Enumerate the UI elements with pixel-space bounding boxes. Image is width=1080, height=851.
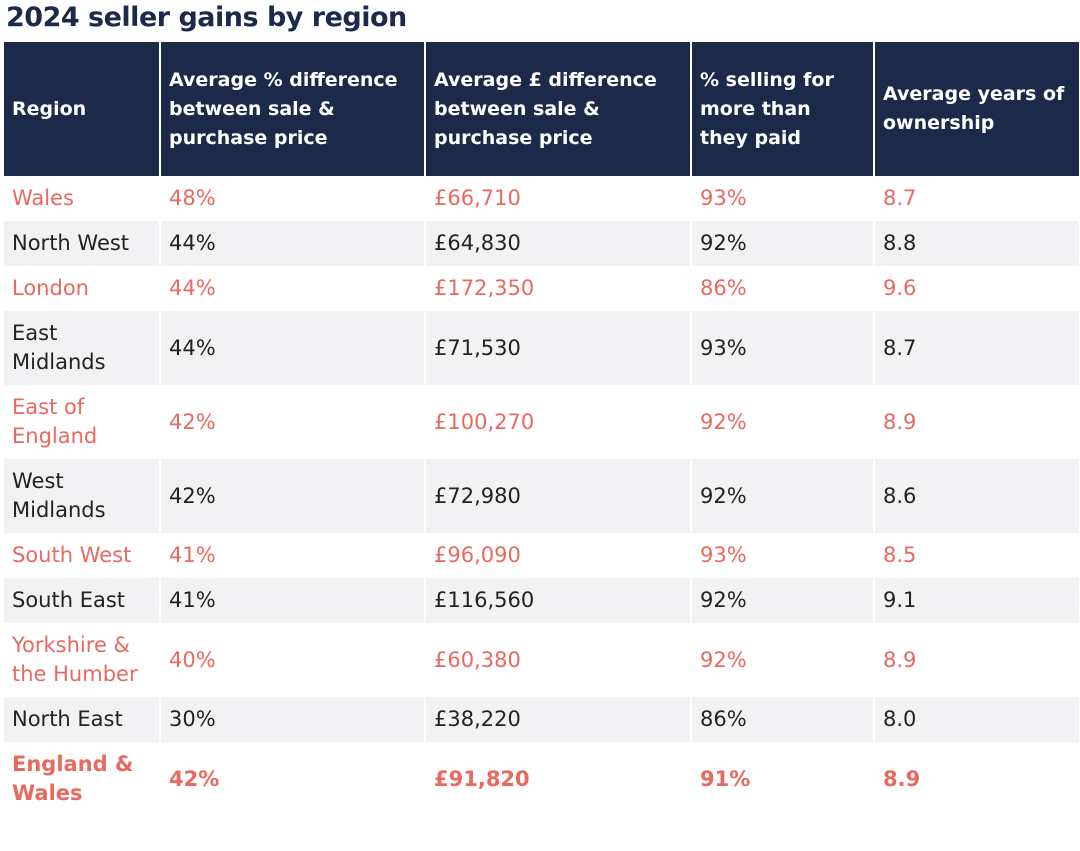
- cell-region: Wales: [4, 176, 161, 221]
- cell-avg-pct-diff: 40%: [160, 623, 426, 697]
- cell-avg-gbp-diff: £72,980: [425, 459, 692, 533]
- cell-avg-gbp-diff: £116,560: [425, 578, 692, 623]
- cell-pct-selling-more: 93%: [691, 176, 875, 221]
- cell-avg-gbp-diff: £38,220: [425, 697, 692, 742]
- cell-avg-pct-diff: 48%: [160, 176, 426, 221]
- cell-avg-years: 9.1: [874, 578, 1079, 623]
- cell-avg-gbp-diff: £71,530: [425, 311, 692, 385]
- table-row: East Midlands 44% £71,530 93% 8.7: [4, 311, 1079, 385]
- table-row: North West 44% £64,830 92% 8.8: [4, 221, 1079, 266]
- cell-avg-pct-diff: 42%: [160, 385, 426, 459]
- table-row: Yorkshire & the Humber 40% £60,380 92% 8…: [4, 623, 1079, 697]
- table-row: North East 30% £38,220 86% 8.0: [4, 697, 1079, 742]
- cell-avg-gbp-diff: £91,820: [425, 742, 692, 816]
- cell-avg-pct-diff: 42%: [160, 459, 426, 533]
- table-row: London 44% £172,350 86% 9.6: [4, 266, 1079, 311]
- cell-pct-selling-more: 92%: [691, 221, 875, 266]
- cell-avg-years: 8.7: [874, 176, 1079, 221]
- cell-pct-selling-more: 86%: [691, 266, 875, 311]
- cell-region: East Midlands: [4, 311, 161, 385]
- cell-avg-gbp-diff: £60,380: [425, 623, 692, 697]
- cell-avg-years: 8.5: [874, 533, 1079, 578]
- cell-region: West Midlands: [4, 459, 161, 533]
- table-row: South East 41% £116,560 92% 9.1: [4, 578, 1079, 623]
- cell-avg-pct-diff: 44%: [160, 221, 426, 266]
- table-row: East of England 42% £100,270 92% 8.9: [4, 385, 1079, 459]
- total-row: England & Wales 42% £91,820 91% 8.9: [4, 742, 1079, 816]
- table-header-row: Region Average % difference between sale…: [4, 42, 1079, 176]
- cell-avg-years: 8.7: [874, 311, 1079, 385]
- cell-pct-selling-more: 86%: [691, 697, 875, 742]
- cell-avg-pct-diff: 44%: [160, 266, 426, 311]
- table-row: Wales 48% £66,710 93% 8.7: [4, 176, 1079, 221]
- cell-region: North East: [4, 697, 161, 742]
- header-pct-selling-more: % selling for more than they paid: [691, 42, 875, 176]
- cell-region: East of England: [4, 385, 161, 459]
- cell-pct-selling-more: 92%: [691, 578, 875, 623]
- cell-region: London: [4, 266, 161, 311]
- cell-region: North West: [4, 221, 161, 266]
- cell-avg-years: 8.6: [874, 459, 1079, 533]
- cell-avg-years: 8.0: [874, 697, 1079, 742]
- cell-pct-selling-more: 92%: [691, 623, 875, 697]
- cell-pct-selling-more: 93%: [691, 533, 875, 578]
- cell-pct-selling-more: 92%: [691, 459, 875, 533]
- table-row: West Midlands 42% £72,980 92% 8.6: [4, 459, 1079, 533]
- cell-avg-pct-diff: 30%: [160, 697, 426, 742]
- header-avg-gbp-diff: Average £ difference between sale & purc…: [425, 42, 692, 176]
- cell-avg-years: 8.9: [874, 623, 1079, 697]
- seller-gains-table: Region Average % difference between sale…: [4, 42, 1079, 816]
- header-region: Region: [4, 42, 161, 176]
- cell-avg-pct-diff: 41%: [160, 533, 426, 578]
- cell-avg-years: 8.9: [874, 385, 1079, 459]
- cell-avg-pct-diff: 41%: [160, 578, 426, 623]
- header-avg-years: Average years of ownership: [874, 42, 1079, 176]
- table-row: South West 41% £96,090 93% 8.5: [4, 533, 1079, 578]
- cell-avg-pct-diff: 44%: [160, 311, 426, 385]
- cell-avg-years: 8.9: [874, 742, 1079, 816]
- cell-region: South East: [4, 578, 161, 623]
- cell-avg-gbp-diff: £172,350: [425, 266, 692, 311]
- cell-region: South West: [4, 533, 161, 578]
- cell-avg-years: 8.8: [874, 221, 1079, 266]
- cell-avg-gbp-diff: £100,270: [425, 385, 692, 459]
- cell-pct-selling-more: 93%: [691, 311, 875, 385]
- header-avg-pct-diff: Average % difference between sale & purc…: [160, 42, 426, 176]
- cell-avg-gbp-diff: £96,090: [425, 533, 692, 578]
- cell-pct-selling-more: 92%: [691, 385, 875, 459]
- cell-avg-pct-diff: 42%: [160, 742, 426, 816]
- cell-region: Yorkshire & the Humber: [4, 623, 161, 697]
- cell-pct-selling-more: 91%: [691, 742, 875, 816]
- cell-region: England & Wales: [4, 742, 161, 816]
- cell-avg-years: 9.6: [874, 266, 1079, 311]
- cell-avg-gbp-diff: £66,710: [425, 176, 692, 221]
- page-title: 2024 seller gains by region: [6, 2, 407, 33]
- cell-avg-gbp-diff: £64,830: [425, 221, 692, 266]
